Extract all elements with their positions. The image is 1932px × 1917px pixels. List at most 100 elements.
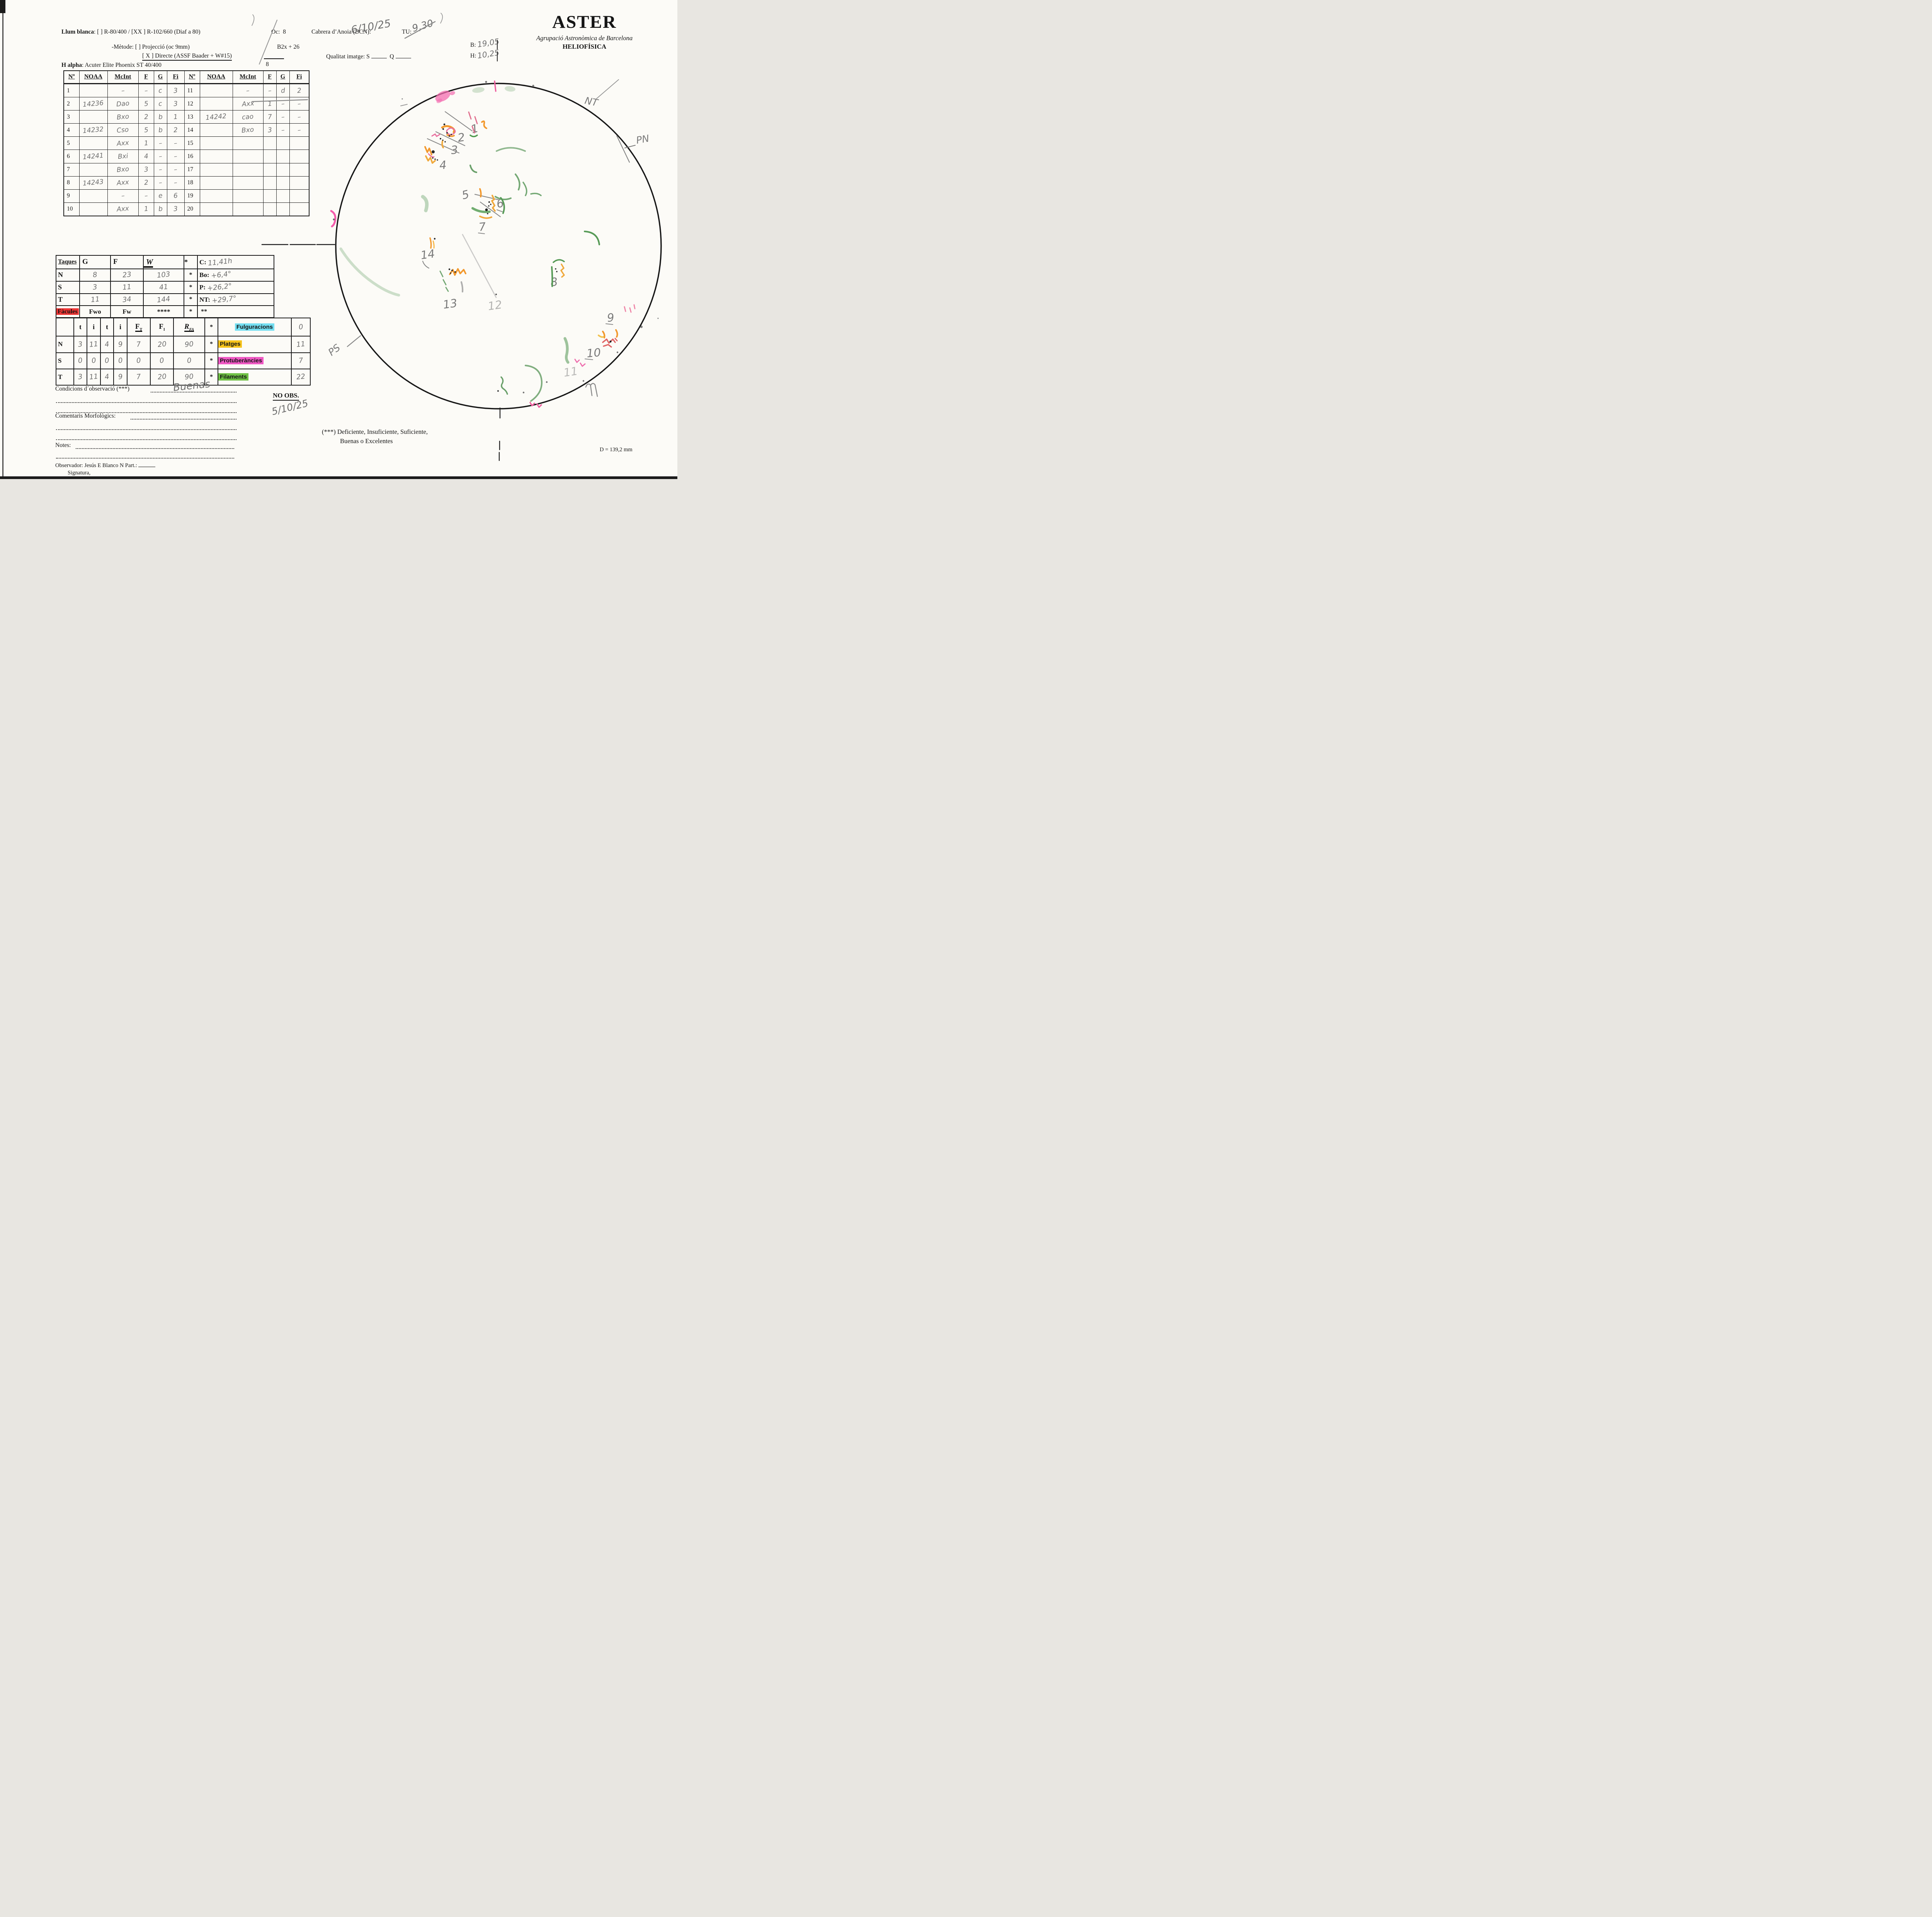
value-cell[interactable]: 0 [73,352,87,369]
dotted-line[interactable] [56,412,236,413]
entry-cell[interactable]: 5 [138,97,154,111]
count-cell[interactable]: 7 [291,352,311,369]
entry-cell[interactable]: cao [232,110,264,124]
entry-cell[interactable]: – [289,97,310,111]
count-cell[interactable]: 11 [291,336,311,353]
count-fulguracions[interactable]: 0 [291,317,311,337]
g-value[interactable]: 11 [79,293,111,306]
entry-cell[interactable]: Bxo [107,110,139,124]
entry-cell[interactable]: 1 [263,97,277,111]
value-cell[interactable]: 90 [173,336,205,353]
value-cell[interactable]: 7 [127,336,151,353]
entry-cell[interactable] [289,189,310,203]
entry-cell[interactable]: c [153,83,167,98]
value-cell[interactable]: 4 [100,368,114,386]
value-cell[interactable]: 3 [73,368,87,386]
entry-cell[interactable]: b [153,123,167,137]
entry-cell[interactable]: 2 [138,176,154,190]
entry-cell[interactable] [79,189,108,203]
f-value[interactable]: 34 [110,293,144,306]
entry-cell[interactable]: 3 [167,83,185,98]
entry-cell[interactable]: 1 [167,110,185,124]
part-blank[interactable] [138,462,156,467]
entry-cell[interactable]: – [289,110,310,124]
entry-cell[interactable] [276,202,290,216]
entry-cell[interactable]: 1 [138,136,154,150]
entry-cell[interactable] [263,136,277,150]
entry-cell[interactable] [199,150,233,163]
entry-cell[interactable] [289,163,310,177]
entry-cell[interactable]: 3 [263,123,277,137]
w-value[interactable]: 144 [143,293,184,306]
entry-cell[interactable]: – [153,136,167,150]
coord-cell[interactable]: P: +26,2° [197,280,274,294]
entry-cell[interactable]: e [153,189,167,203]
entry-cell[interactable] [199,97,233,111]
entry-cell[interactable]: 14241 [79,150,108,163]
f-value[interactable]: 23 [110,268,144,282]
g-value[interactable]: 3 [79,280,111,294]
value-cell[interactable]: 20 [150,368,174,386]
entry-cell[interactable]: – [263,83,277,98]
entry-cell[interactable]: – [232,83,264,98]
entry-cell[interactable]: Axx [232,97,264,111]
coord-cell[interactable]: Bo: +6,4° [197,268,274,282]
value-cell[interactable]: 0 [127,352,151,369]
entry-cell[interactable]: Axx [107,176,139,190]
entry-cell[interactable] [199,163,233,177]
entry-cell[interactable]: – [276,110,290,124]
dotted-line[interactable] [151,391,236,393]
entry-cell[interactable]: – [276,97,290,111]
entry-cell[interactable] [263,189,277,203]
entry-cell[interactable]: 7 [263,110,277,124]
entry-cell[interactable]: 5 [138,123,154,137]
value-cell[interactable]: 3 [73,336,87,353]
entry-cell[interactable] [276,189,290,203]
entry-cell[interactable] [276,163,290,177]
entry-cell[interactable]: – [107,189,139,203]
s-blank[interactable] [371,53,387,58]
dotted-line[interactable] [76,448,234,449]
entry-cell[interactable]: – [167,176,185,190]
entry-cell[interactable]: – [138,189,154,203]
entry-cell[interactable] [263,176,277,190]
c-cell[interactable]: C: 11,41h [197,255,274,269]
value-cell[interactable]: 0 [150,352,174,369]
value-cell[interactable]: 0 [173,352,205,369]
entry-cell[interactable]: Axx [107,202,139,216]
w-value[interactable]: 41 [143,280,184,294]
value-cell[interactable]: 4 [100,336,114,353]
entry-cell[interactable]: Bxi [107,150,139,163]
entry-cell[interactable] [79,163,108,177]
value-cell[interactable]: 90 [173,368,205,386]
entry-cell[interactable] [263,202,277,216]
value-cell[interactable]: 0 [100,352,114,369]
entry-cell[interactable]: – [276,123,290,137]
entry-cell[interactable] [232,189,264,203]
value-cell[interactable]: 0 [87,352,101,369]
entry-cell[interactable]: – [138,83,154,98]
coord-cell[interactable]: NT: +29,7° [197,293,274,306]
entry-cell[interactable] [199,83,233,98]
entry-cell[interactable] [199,176,233,190]
dotted-line[interactable] [131,418,236,420]
entry-cell[interactable] [276,150,290,163]
entry-cell[interactable]: 2 [289,83,310,98]
entry-cell[interactable] [199,202,233,216]
dotted-line[interactable] [56,439,236,440]
entry-cell[interactable]: Dao [107,97,139,111]
entry-cell[interactable] [276,136,290,150]
entry-cell[interactable]: 2 [138,110,154,124]
value-cell[interactable]: 9 [113,368,128,386]
entry-cell[interactable]: 14243 [79,176,108,190]
entry-cell[interactable]: b [153,110,167,124]
entry-cell[interactable]: – [167,163,185,177]
entry-cell[interactable] [199,136,233,150]
entry-cell[interactable] [199,123,233,137]
entry-cell[interactable] [79,202,108,216]
entry-cell[interactable] [263,163,277,177]
value-cell[interactable]: 11 [87,336,101,353]
entry-cell[interactable]: Cso [107,123,139,137]
entry-cell[interactable]: Axx [107,136,139,150]
entry-cell[interactable]: b [153,202,167,216]
